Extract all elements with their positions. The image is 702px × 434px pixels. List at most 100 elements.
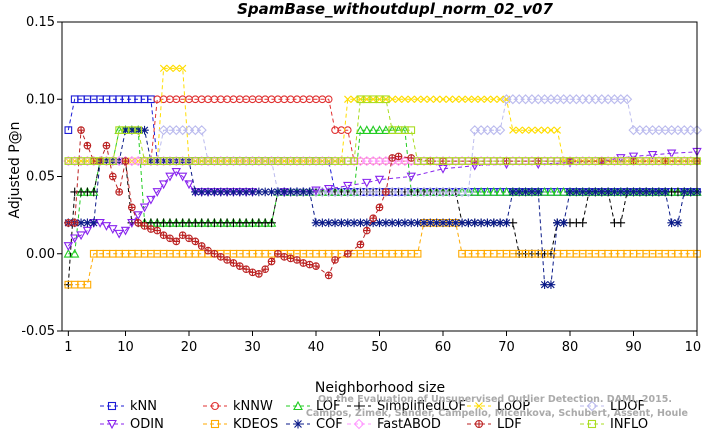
legend-label: KDEOS: [233, 417, 278, 432]
data-point: [115, 188, 124, 196]
data-point: [299, 259, 308, 267]
data-point: [63, 242, 74, 251]
legend-label: LoOP: [497, 399, 530, 414]
data-point: [299, 187, 308, 197]
data-point: [184, 180, 194, 190]
data-point: [274, 249, 282, 258]
data-point: [374, 125, 385, 134]
data-point: [572, 187, 581, 197]
data-point: [673, 218, 683, 228]
data-point: [374, 175, 385, 185]
legend-label: INFLO: [610, 417, 648, 432]
data-point: [95, 219, 105, 228]
data-point: [362, 226, 371, 235]
data-point: [553, 218, 562, 228]
data-point: [69, 248, 80, 258]
x-tick-label: 10: [117, 340, 134, 355]
legend-label: LDF: [497, 417, 522, 432]
data-point: [216, 253, 225, 261]
data-point: [369, 95, 377, 103]
data-point: [210, 419, 220, 429]
data-point: [508, 187, 518, 197]
data-point: [354, 401, 364, 411]
data-point: [477, 95, 485, 103]
data-point: [153, 226, 162, 235]
series-inflo: [64, 95, 701, 165]
data-point: [482, 186, 493, 196]
data-point: [680, 187, 689, 197]
legend-item-odin: ODIN: [100, 417, 164, 432]
data-point: [172, 237, 181, 246]
data-point: [323, 185, 334, 194]
data-point: [432, 218, 441, 228]
data-point: [293, 419, 303, 429]
x-tick-label: 90: [625, 340, 642, 355]
data-point: [107, 401, 117, 411]
data-point: [603, 187, 613, 197]
data-point: [362, 218, 372, 228]
y-tick-label: -0.05: [21, 324, 55, 339]
data-point: [394, 152, 403, 161]
data-point: [350, 95, 358, 103]
data-point: [185, 234, 193, 243]
data-point: [159, 156, 168, 166]
data-point: [578, 187, 587, 197]
data-point: [552, 186, 563, 196]
data-point: [64, 126, 73, 134]
data-point: [172, 64, 180, 73]
data-point: [293, 400, 303, 411]
data-point: [223, 256, 231, 264]
data-point: [363, 95, 371, 103]
data-point: [248, 187, 257, 197]
data-point: [203, 187, 213, 197]
data-point: [439, 95, 447, 103]
data-point: [177, 172, 188, 182]
data-point: [178, 231, 187, 239]
x-tick-label: 1: [64, 340, 72, 355]
data-point: [261, 265, 270, 273]
legend-label: kNNW: [233, 399, 273, 414]
data-point: [108, 225, 118, 234]
series-line: [68, 98, 697, 193]
data-point: [654, 187, 664, 197]
data-point: [559, 218, 568, 228]
data-point: [420, 95, 428, 103]
data-point: [147, 225, 155, 233]
data-point: [273, 187, 283, 197]
data-point: [445, 218, 454, 228]
data-point: [401, 95, 409, 103]
data-point: [610, 187, 619, 197]
data-point: [426, 218, 435, 228]
data-point: [666, 149, 677, 159]
data-point: [362, 178, 372, 188]
data-point: [452, 95, 460, 103]
data-point: [133, 211, 143, 221]
data-point: [547, 126, 555, 134]
series-knnw: [64, 95, 701, 165]
data-point: [222, 187, 232, 197]
data-point: [387, 218, 397, 228]
legend-label: kNN: [130, 399, 157, 414]
series-line: [68, 98, 697, 162]
data-point: [260, 187, 270, 197]
legend-item-kdeos: KDEOS: [203, 417, 278, 432]
x-axis: 1 10 20 30 40 50 60 70 80 90 100: [64, 331, 702, 355]
y-tick-label: 0.15: [26, 15, 55, 30]
data-point: [495, 186, 505, 196]
legend-label: FastABOD: [377, 417, 441, 432]
y-axis-label: Adjusted P@n: [7, 121, 23, 218]
data-point: [355, 125, 366, 134]
data-point: [515, 126, 523, 134]
data-point: [394, 95, 403, 103]
data-point: [133, 125, 143, 135]
data-point: [540, 280, 549, 289]
data-point: [108, 157, 117, 165]
data-point: [83, 141, 92, 150]
data-point: [647, 151, 658, 160]
data-point: [476, 186, 486, 196]
data-point: [248, 268, 257, 277]
data-point: [77, 126, 85, 134]
legend-item-cof: COF: [286, 417, 343, 432]
data-point: [438, 218, 448, 228]
data-point: [660, 187, 670, 197]
